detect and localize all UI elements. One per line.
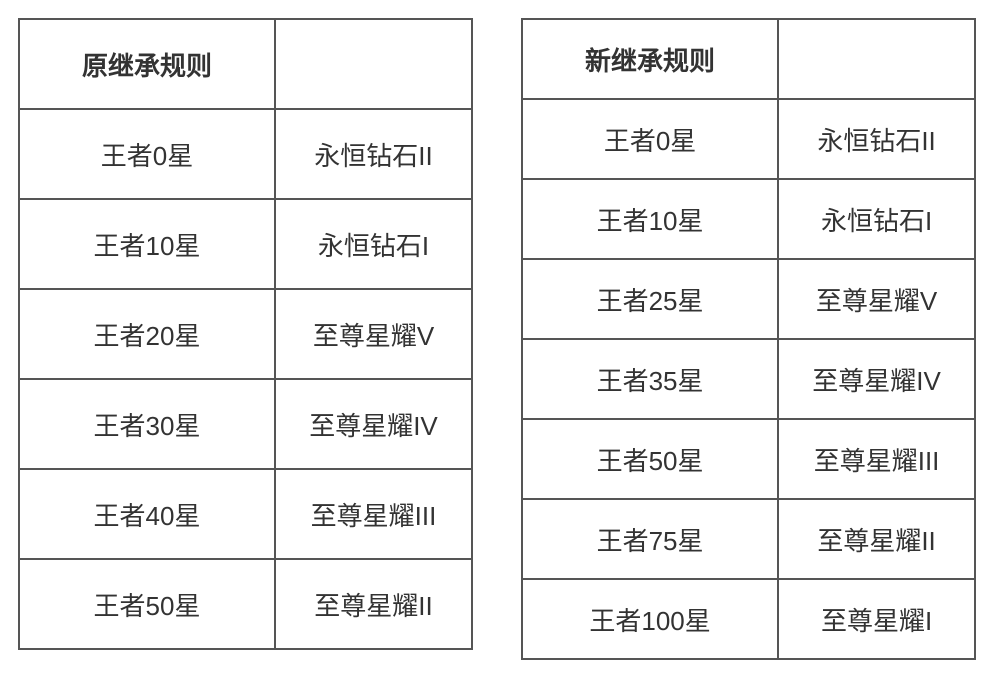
table-row: 王者20星 至尊星耀V: [19, 289, 472, 379]
right-cell: 王者75星: [522, 499, 778, 579]
table-row: 王者30星 至尊星耀IV: [19, 379, 472, 469]
table-row: 王者0星 永恒钻石II: [522, 99, 975, 179]
left-cell: 王者30星: [19, 379, 275, 469]
left-cell: 至尊星耀III: [275, 469, 472, 559]
table-row: 王者40星 至尊星耀III: [19, 469, 472, 559]
right-table: 新继承规则 王者0星 永恒钻石II 王者10星 永恒钻石I 王者25星 至尊星耀…: [521, 18, 976, 660]
left-table-wrapper: 原继承规则 王者0星 永恒钻石II 王者10星 永恒钻石I 王者20星 至尊星耀…: [18, 18, 473, 668]
right-cell: 永恒钻石I: [778, 179, 975, 259]
left-header-col1: 原继承规则: [19, 19, 275, 109]
left-cell: 王者10星: [19, 199, 275, 289]
table-row: 王者0星 永恒钻石II: [19, 109, 472, 199]
table-row: 王者50星 至尊星耀III: [522, 419, 975, 499]
table-row: 王者10星 永恒钻石I: [522, 179, 975, 259]
right-cell: 王者10星: [522, 179, 778, 259]
right-header-col1: 新继承规则: [522, 19, 778, 99]
table-row: 王者100星 至尊星耀I: [522, 579, 975, 659]
table-row: 王者25星 至尊星耀V: [522, 259, 975, 339]
left-table: 原继承规则 王者0星 永恒钻石II 王者10星 永恒钻石I 王者20星 至尊星耀…: [18, 18, 473, 650]
right-cell: 王者0星: [522, 99, 778, 179]
table-row: 王者10星 永恒钻石I: [19, 199, 472, 289]
right-cell: 王者25星: [522, 259, 778, 339]
table-header-row: 新继承规则: [522, 19, 975, 99]
table-row: 王者75星 至尊星耀II: [522, 499, 975, 579]
left-cell: 永恒钻石I: [275, 199, 472, 289]
right-cell: 至尊星耀II: [778, 499, 975, 579]
table-header-row: 原继承规则: [19, 19, 472, 109]
right-header-col2: [778, 19, 975, 99]
right-cell: 至尊星耀V: [778, 259, 975, 339]
right-table-wrapper: 新继承规则 王者0星 永恒钻石II 王者10星 永恒钻石I 王者25星 至尊星耀…: [521, 18, 976, 668]
left-cell: 永恒钻石II: [275, 109, 472, 199]
right-cell: 王者35星: [522, 339, 778, 419]
table-row: 王者35星 至尊星耀IV: [522, 339, 975, 419]
left-cell: 王者50星: [19, 559, 275, 649]
table-row: 王者50星 至尊星耀II: [19, 559, 472, 649]
left-cell: 王者40星: [19, 469, 275, 559]
left-header-col2: [275, 19, 472, 109]
right-cell: 永恒钻石II: [778, 99, 975, 179]
right-cell: 至尊星耀III: [778, 419, 975, 499]
right-cell: 至尊星耀I: [778, 579, 975, 659]
right-cell: 王者100星: [522, 579, 778, 659]
left-cell: 王者0星: [19, 109, 275, 199]
left-cell: 至尊星耀II: [275, 559, 472, 649]
left-cell: 至尊星耀V: [275, 289, 472, 379]
right-cell: 王者50星: [522, 419, 778, 499]
right-cell: 至尊星耀IV: [778, 339, 975, 419]
left-cell: 王者20星: [19, 289, 275, 379]
left-cell: 至尊星耀IV: [275, 379, 472, 469]
